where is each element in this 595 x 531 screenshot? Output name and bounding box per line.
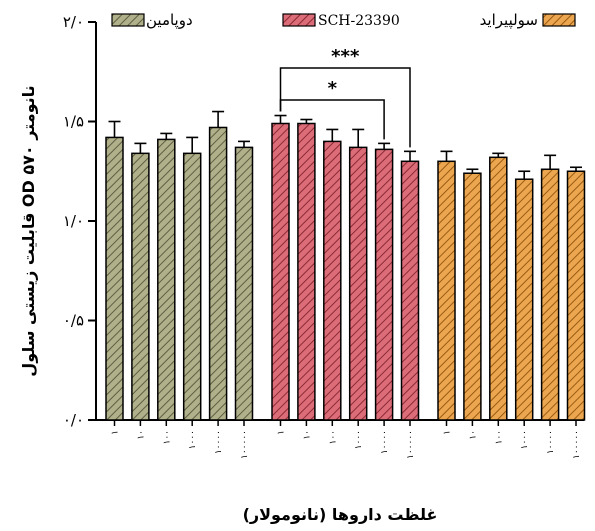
x-tick-label: ۱۰۰ xyxy=(494,430,504,445)
significance-annotations: **** xyxy=(279,46,411,148)
y-tick-label: ۲/۰ xyxy=(63,13,84,31)
x-tick-label: ۱۰۰۰۰۰ xyxy=(572,430,582,459)
bar xyxy=(437,160,456,421)
y-tick-label: ۱/۵ xyxy=(63,113,84,131)
bar xyxy=(514,178,534,421)
x-tick-label: ۱۰۰۰۰ xyxy=(546,430,556,454)
x-tick-label: ۱۰۰ xyxy=(328,430,338,445)
bar xyxy=(489,156,508,421)
legend-swatch xyxy=(542,13,576,27)
x-tick-label: ۱۰۰۰۰ xyxy=(380,430,390,454)
x-tick-label: ۱ xyxy=(443,430,453,435)
x-tick-label: ۱۰۰۰۰۰ xyxy=(406,430,416,459)
bars xyxy=(105,110,586,421)
bar xyxy=(348,146,368,421)
y-tick-label: ۱/۰ xyxy=(63,212,84,230)
x-tick-label: ۱۰ xyxy=(302,430,312,440)
x-tick-label: ۱۰۰۰ xyxy=(188,430,198,449)
bar xyxy=(400,160,420,421)
y-ticks: ۰/۰ ۰/۵ ۱/۰ ۱/۵ ۲/۰ xyxy=(63,13,96,429)
significance-bracket xyxy=(279,67,411,148)
significance-bracket xyxy=(279,99,385,140)
bar xyxy=(566,170,586,421)
bar xyxy=(182,152,202,421)
y-axis-title: قابلیت زیستی سلول OD ۵۷۰ نانومتر xyxy=(19,85,38,376)
x-axis-title: غلظت داروها (نانومولار) xyxy=(243,505,438,524)
x-tick-label: ۱۰ xyxy=(136,430,146,440)
x-tick-label: ۱۰۰۰۰۰ xyxy=(240,430,250,459)
legend: دوپامین SCH-23390 سولپیراید xyxy=(111,11,576,30)
bar xyxy=(105,136,124,421)
bar xyxy=(208,126,228,421)
bar xyxy=(234,146,254,421)
bar xyxy=(131,152,150,421)
legend-label: دوپامین xyxy=(146,11,193,30)
legend-label: سولپیراید xyxy=(480,11,538,30)
bar xyxy=(463,172,482,421)
legend-swatch xyxy=(111,13,145,27)
bar xyxy=(297,122,316,421)
significance-label: * xyxy=(328,78,338,99)
significance-label: *** xyxy=(331,46,360,67)
x-tick-label: ۱۰۰۰ xyxy=(520,430,530,449)
x-tick-label: ۱۰۰۰۰ xyxy=(214,430,224,454)
legend-swatch xyxy=(282,13,316,27)
x-tick-label: ۱ xyxy=(111,430,121,435)
bar xyxy=(323,140,342,421)
bar xyxy=(374,148,394,421)
legend-label: SCH-23390 xyxy=(318,13,400,29)
x-tick-label: ۱۰۰۰ xyxy=(354,430,364,449)
x-ticks: ۱ ۱۰ ۱۰۰ ۱۰۰۰ ۱۰۰۰۰ ۱۰۰۰۰۰ ۱ ۱۰ ۱۰۰ ۱۰۰۰ ۱۰۰۰۰ ۱۰۰۰… xyxy=(111,420,582,459)
x-tick-label: ۱۰ xyxy=(468,430,478,440)
bar xyxy=(540,168,560,421)
bar xyxy=(157,138,176,421)
x-tick-label: ۱۰۰ xyxy=(162,430,172,445)
y-tick-label: ۰/۰ xyxy=(63,411,84,429)
x-tick-label: ۱ xyxy=(277,430,287,435)
bar xyxy=(271,122,290,421)
y-tick-label: ۰/۵ xyxy=(63,312,84,330)
